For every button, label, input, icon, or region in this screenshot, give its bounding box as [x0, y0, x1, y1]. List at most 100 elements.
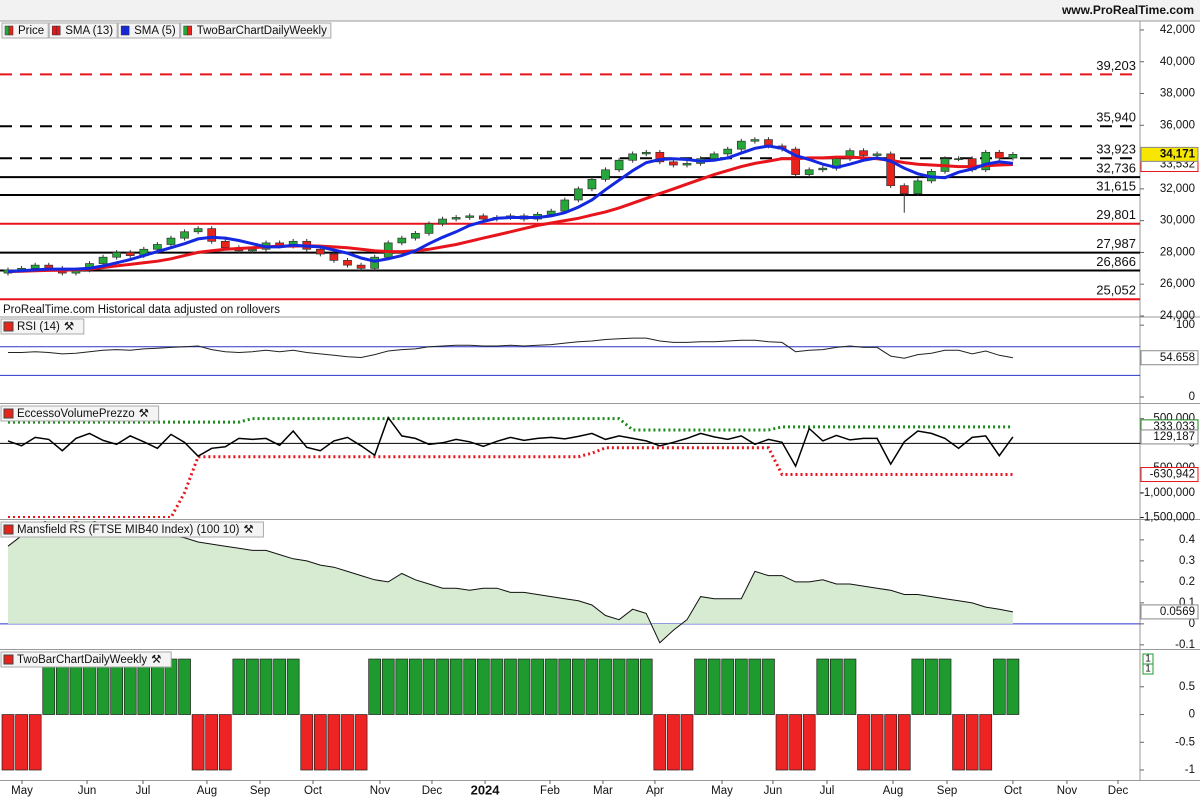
candle-body [166, 237, 176, 245]
y-tick-label: 40,000 [1160, 56, 1195, 68]
panel [0, 337, 1140, 376]
sma-line [7, 155, 1013, 273]
legend-swatch [8, 25, 14, 36]
panel-title-box [0, 318, 85, 335]
candle-body [438, 218, 447, 225]
panel-icon-wrench: ⚒ [243, 524, 253, 536]
bar [28, 714, 42, 771]
candle-body [30, 264, 40, 269]
panel-icon-wrench: ⚒ [64, 321, 74, 333]
legend-label: Price [18, 25, 44, 37]
panel-icon-wrench: ⚒ [139, 408, 149, 420]
y-tick-label: 0 [1189, 391, 1195, 403]
bar [273, 658, 286, 715]
legend-label: SMA (5) [134, 25, 176, 37]
candle-body [628, 153, 638, 161]
y-tick-label: -1,500,000 [1140, 512, 1195, 524]
y-tick-label: 24,000 [1160, 310, 1195, 322]
bar [925, 658, 938, 715]
candle-body [791, 148, 800, 175]
x-tick-label: Dec [1108, 785, 1129, 797]
area-fill [8, 521, 1013, 643]
y-tick-label: 30,000 [1160, 215, 1195, 227]
value-box [1140, 467, 1199, 483]
bar [178, 658, 191, 715]
candle-body [669, 161, 678, 166]
bar [599, 658, 612, 715]
x-tick-label: Aug [197, 785, 217, 797]
x-tick-label: Oct [1004, 785, 1023, 797]
bar [830, 658, 843, 715]
bar [218, 714, 232, 771]
candle-body [546, 210, 556, 215]
bar [15, 714, 28, 771]
header-bar [0, 0, 1200, 21]
legend-box [48, 22, 118, 39]
y-tick-label: 28,000 [1160, 246, 1195, 258]
bar [246, 658, 259, 715]
bar [286, 658, 300, 715]
y-tick-label: 0.2 [1179, 576, 1195, 588]
bar [313, 714, 327, 771]
level-label: 31,615 [1096, 178, 1136, 193]
bar [897, 714, 911, 771]
y-tick-label: -0.5 [1175, 736, 1195, 748]
candle-body [397, 237, 407, 244]
bar [381, 658, 395, 715]
bar [938, 658, 952, 715]
bar [341, 714, 354, 771]
marker-label: 1 [1145, 654, 1151, 665]
site: www.ProRealTime.com [1061, 3, 1194, 17]
legend-box [180, 22, 332, 39]
bar [476, 658, 490, 715]
candle-body [736, 140, 746, 150]
bar [1006, 658, 1020, 715]
candle-body [750, 139, 760, 142]
x-tick-label: Mar [593, 785, 613, 797]
candle-body [981, 151, 991, 171]
x-tick-label: Dec [422, 785, 443, 797]
bar [449, 658, 463, 715]
panel-icon [3, 654, 14, 665]
bar [558, 658, 572, 715]
value-box [1140, 604, 1199, 620]
candle-body [682, 163, 692, 166]
bar [191, 714, 205, 771]
y-tick-label: 32,000 [1160, 183, 1195, 195]
panel: 39,203 35,940 33,923 32,736 31,615 29,801 27,9… [0, 58, 1140, 301]
candle-body [180, 231, 189, 239]
legend-swatch [183, 25, 188, 36]
y-tick-label: 100 [1176, 319, 1195, 331]
bar [911, 658, 925, 715]
candle-body [994, 151, 1004, 159]
panel-icon [3, 408, 14, 419]
indicator-line [7, 416, 1014, 468]
candle-body [560, 199, 570, 212]
candle-body [1008, 154, 1018, 159]
panel-title: EccessoVolumePrezzo [17, 408, 135, 420]
candle-body [886, 153, 896, 187]
value-box-label: 129,187 [1153, 431, 1195, 443]
x-tick-label: Feb [540, 785, 560, 797]
level-label: 27,987 [1096, 236, 1136, 251]
candle-body [859, 150, 868, 156]
y-tick-label: 0 [1189, 709, 1195, 721]
candle-body [818, 167, 828, 171]
legend-swatch [51, 25, 57, 36]
candle-body [804, 169, 814, 175]
legend-swatch [4, 25, 10, 36]
bar [802, 714, 816, 771]
bar [816, 658, 830, 715]
candle-body [329, 253, 339, 261]
level-label: 33,923 [1096, 142, 1136, 157]
value-box-label: 0.0569 [1160, 606, 1195, 618]
bar [653, 714, 667, 771]
bar [789, 714, 802, 771]
y-tick-label: -1,000,000 [1140, 487, 1195, 499]
value-box-label: -630,942 [1150, 469, 1195, 481]
value-box-label: 34,171 [1160, 148, 1196, 160]
candle-body [207, 228, 217, 242]
legend-box [1, 22, 49, 39]
x-tick-label: May [11, 785, 33, 797]
